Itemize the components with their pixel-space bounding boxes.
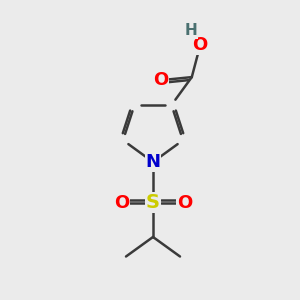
Text: N: N (146, 153, 160, 171)
Text: O: O (192, 36, 208, 54)
Text: H: H (185, 23, 198, 38)
Text: O: O (114, 194, 129, 211)
Text: O: O (153, 71, 168, 89)
Text: S: S (146, 193, 160, 212)
Text: O: O (177, 194, 192, 211)
